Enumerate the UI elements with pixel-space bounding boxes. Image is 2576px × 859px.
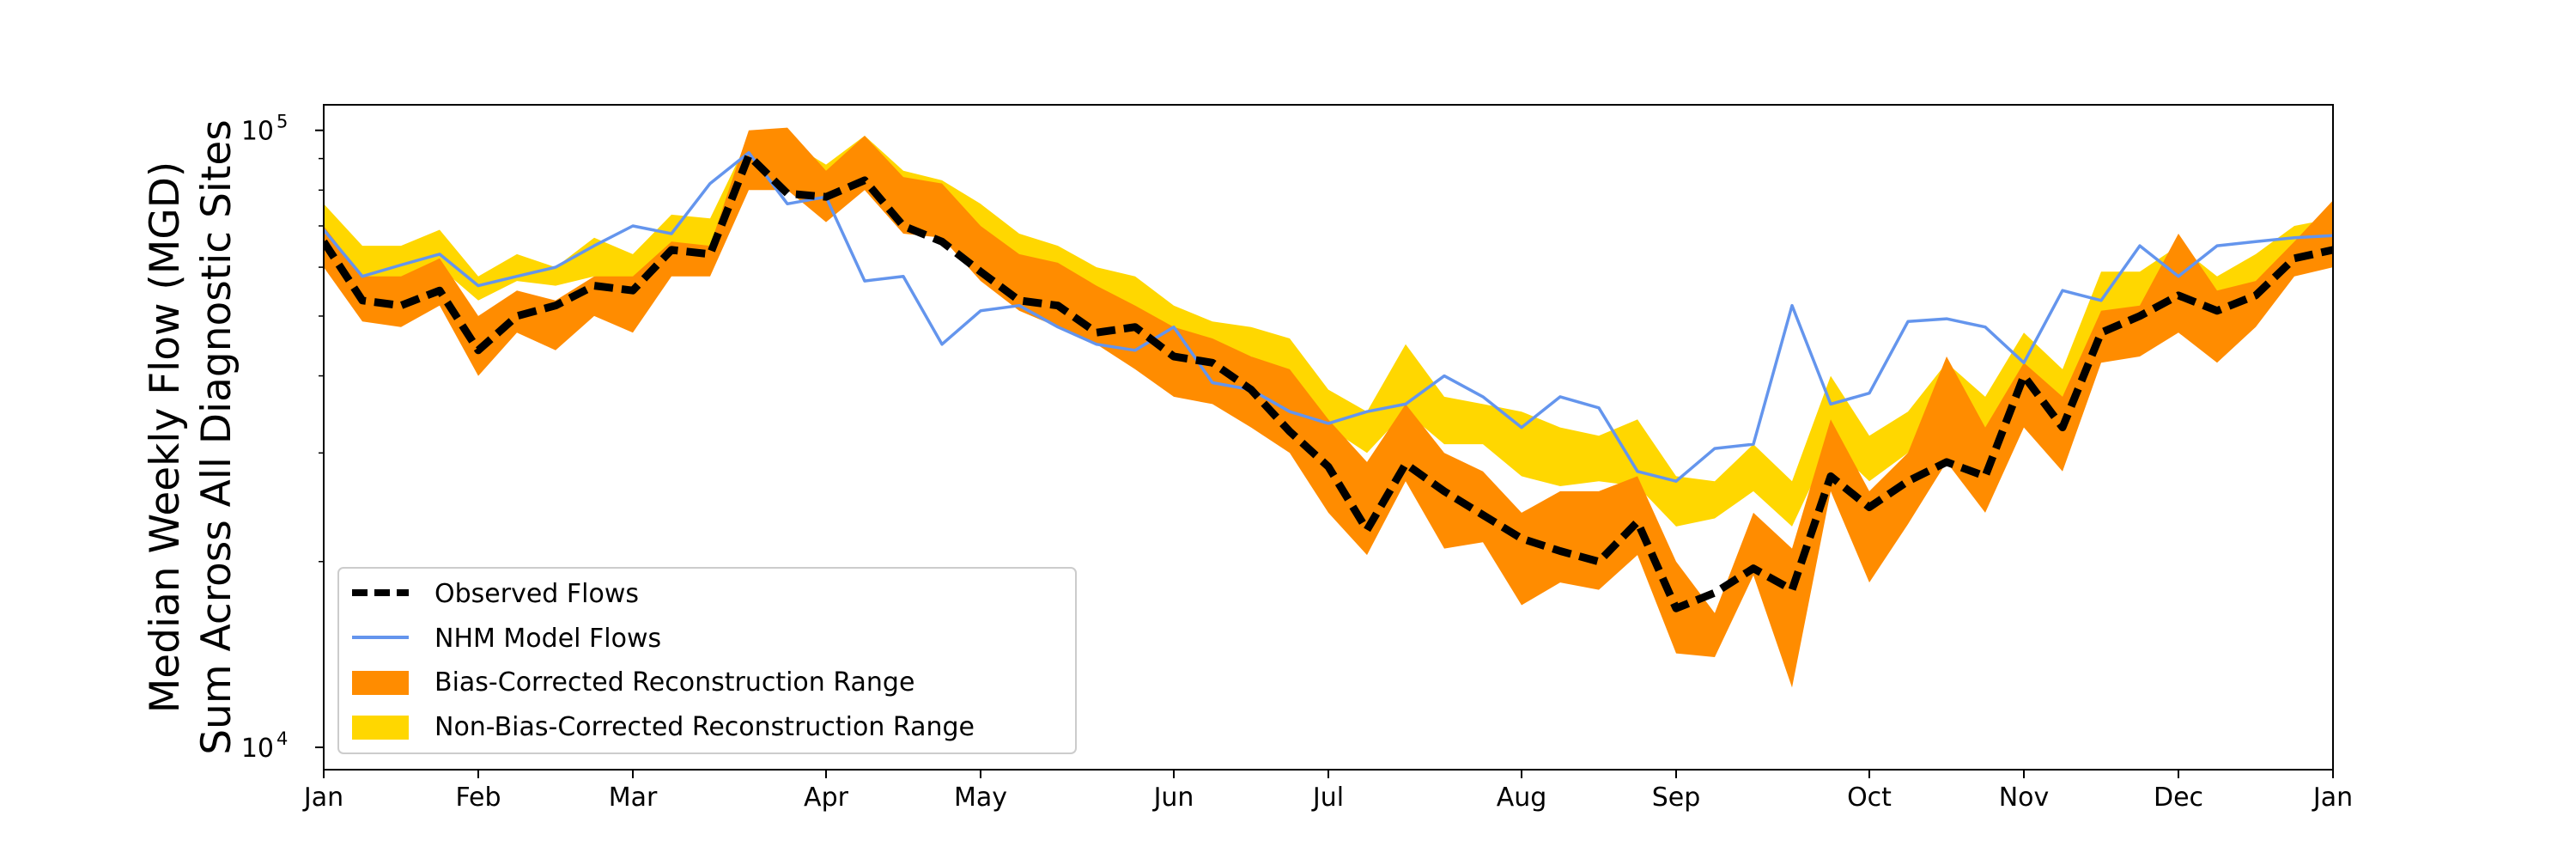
y-axis-label-line1: Median Weekly Flow (MGD) <box>142 161 189 714</box>
legend-observed-label: Observed Flows <box>434 579 639 609</box>
x-tick-label: Apr <box>804 783 849 813</box>
legend-non-bias-corrected-swatch <box>352 716 409 740</box>
x-tick-label: Jul <box>1311 783 1344 813</box>
y-axis-label-line2: Sum Across All Diagnostic Sites <box>193 119 240 755</box>
x-axis: Jan Feb Mar Apr May Jun Jul Aug Sep Oct Nov Dec Jan <box>302 770 2353 813</box>
legend-nhm-label: NHM Model Flows <box>434 624 661 654</box>
observed-flows-line <box>324 151 2333 612</box>
y-tick-label: 10 <box>241 734 274 764</box>
x-tick-label: Mar <box>609 783 658 813</box>
legend-non-bias-corrected-label: Non-Bias-Corrected Reconstruction Range <box>434 712 975 742</box>
bias-corrected-reconstruction-range-band <box>324 127 2333 688</box>
x-tick-label: May <box>954 783 1007 813</box>
y-tick-label: 10 <box>241 117 274 147</box>
legend-bias-corrected-swatch <box>352 671 409 695</box>
x-tick-label: Oct <box>1847 783 1892 813</box>
x-tick-label: Jan <box>302 783 343 813</box>
x-tick-label: Jan <box>2312 783 2353 813</box>
x-tick-label: Jun <box>1152 783 1194 813</box>
x-tick-label: Aug <box>1497 783 1547 813</box>
x-tick-label: Dec <box>2154 783 2203 813</box>
x-tick-label: Feb <box>455 783 501 813</box>
nhm-model-flows-line <box>324 150 2333 483</box>
legend-frame <box>337 567 1077 754</box>
x-tick-label: Nov <box>1999 783 2050 813</box>
y-tick-exponent: 5 <box>276 112 288 132</box>
legend: Observed Flows NHM Model Flows Bias-Corr… <box>337 567 1077 754</box>
x-tick-label: Sep <box>1652 783 1701 813</box>
plot-area <box>324 127 2333 688</box>
y-tick-exponent: 4 <box>276 728 288 749</box>
legend-bias-corrected-label: Bias-Corrected Reconstruction Range <box>434 667 914 698</box>
